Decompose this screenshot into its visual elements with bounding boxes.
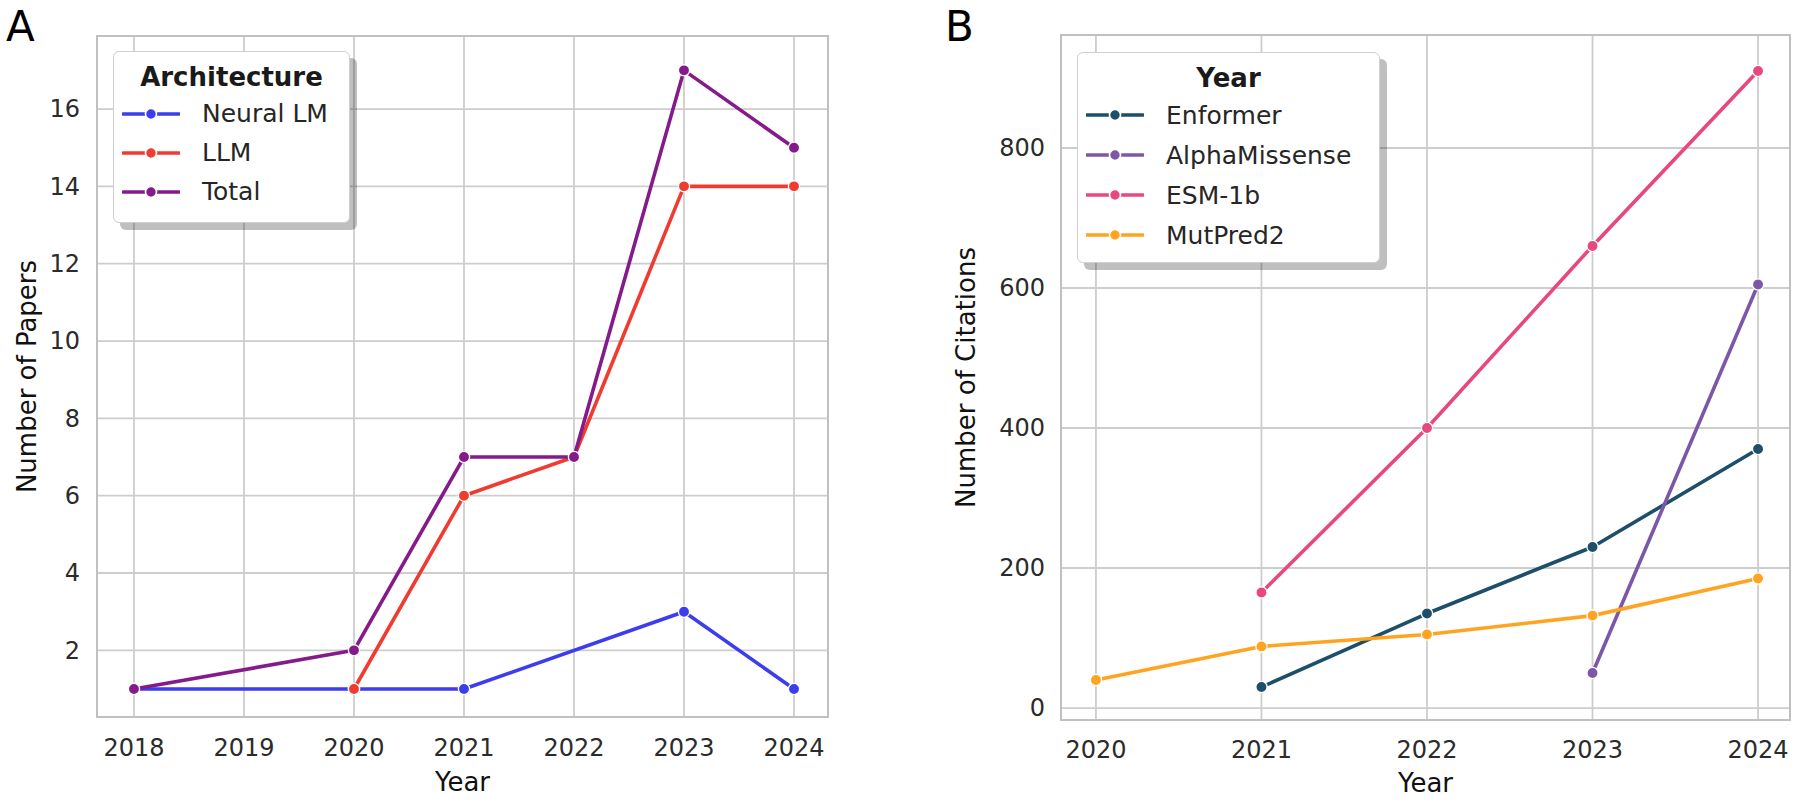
x-tick-label: 2023 [1562,736,1623,764]
legend-marker-dot [146,147,157,158]
legend-entry-label: Total [202,177,260,206]
llm-point [458,490,469,501]
legend-entry-llm: LLM [114,133,349,172]
neural-lm-point [788,683,799,694]
x-tick-label: 2022 [1396,736,1457,764]
legend-marker-dot [146,108,157,119]
total-point [128,683,139,694]
neural-lm-point [678,606,689,617]
mutpred2-point [1256,641,1267,652]
panel-a-legend: Architecture Neural LM LLM Total [113,51,350,223]
panel-b-legend-title: Year [1078,61,1379,95]
y-tick-label: 800 [999,134,1045,162]
y-tick-label: 2 [65,637,80,665]
y-tick-label: 16 [49,95,80,123]
enformer-legend-marker-icon [1086,107,1144,123]
y-tick-label: 0 [1030,694,1045,722]
legend-entry-total: Total [114,172,349,211]
alphamissense-legend-marker-icon [1086,147,1144,163]
legend-entry-label: MutPred2 [1166,221,1285,250]
esm-1b-point [1587,240,1598,251]
x-tick-label: 2019 [213,734,274,762]
alphamissense-line [1593,284,1759,673]
total-legend-marker-icon [122,184,180,200]
legend-entry-label: Neural LM [202,99,328,128]
llm-point [678,181,689,192]
x-tick-label: 2020 [323,734,384,762]
llm-point [348,683,359,694]
x-axis-label: Year [1397,768,1453,798]
esm-1b-point [1752,65,1763,76]
enformer-point [1256,681,1267,692]
x-tick-label: 2023 [653,734,714,762]
enformer-point [1587,541,1598,552]
mutpred2-legend-marker-icon [1086,227,1144,243]
neural-lm-point [458,683,469,694]
mutpred2-point [1752,573,1763,584]
legend-marker-dot [1110,230,1121,241]
legend-entry-label: AlphaMissense [1166,141,1351,170]
total-point [458,451,469,462]
x-tick-label: 2024 [763,734,824,762]
x-tick-label: 2021 [433,734,494,762]
legend-marker-dot [146,186,157,197]
legend-entry-esm-1b: ESM-1b [1078,175,1379,215]
x-tick-label: 2024 [1728,736,1789,764]
legend-entry-label: Enformer [1166,101,1282,130]
y-tick-label: 10 [49,327,80,355]
legend-entry-alphamissense: AlphaMissense [1078,135,1379,175]
legend-entry-neural-lm: Neural LM [114,94,349,133]
mutpred2-point [1090,674,1101,685]
panel-b-legend-entries: Enformer AlphaMissense ESM-1b MutPred2 [1078,95,1379,255]
legend-marker-dot [1110,110,1121,121]
legend-entry-label: ESM-1b [1166,181,1260,210]
legend-entry-enformer: Enformer [1078,95,1379,135]
x-tick-label: 2022 [543,734,604,762]
y-tick-label: 600 [999,274,1045,302]
esm-1b-legend-marker-icon [1086,187,1144,203]
y-axis-label: Number of Papers [12,260,42,493]
llm-point [788,181,799,192]
y-tick-label: 14 [49,173,80,201]
y-tick-label: 12 [49,250,80,278]
panel-b-label: B [945,6,974,48]
legend-marker-dot [1110,190,1121,201]
x-tick-label: 2018 [103,734,164,762]
esm-1b-point [1256,587,1267,598]
legend-entry-mutpred2: MutPred2 [1078,215,1379,255]
y-tick-label: 8 [65,405,80,433]
total-point [568,451,579,462]
y-tick-label: 4 [65,559,80,587]
mutpred2-point [1421,629,1432,640]
total-point [348,645,359,656]
legend-marker-dot [1110,150,1121,161]
panel-a-legend-entries: Neural LM LLM Total [114,94,349,211]
panel-a-label: A [6,6,35,48]
panel-a-legend-title: Architecture [114,60,349,94]
mutpred2-point [1587,610,1598,621]
enformer-point [1421,608,1432,619]
y-tick-label: 6 [65,482,80,510]
neural-lm-legend-marker-icon [122,106,180,122]
y-axis-label: Number of Citations [951,247,981,508]
series-alphamissense [1587,279,1764,679]
two-panel-line-figure: A B 2018 2019 2020 2021 2022 2023 2024 2 4 6 8 10 12… [0,0,1805,807]
alphamissense-point [1752,279,1763,290]
x-axis-label: Year [434,767,490,797]
total-point [678,65,689,76]
panel-b-legend: Year Enformer AlphaMissense ESM-1b MutPred2 [1077,52,1380,263]
alphamissense-point [1587,667,1598,678]
total-point [788,142,799,153]
enformer-point [1752,443,1763,454]
x-tick-label: 2021 [1231,736,1292,764]
legend-entry-label: LLM [202,138,251,167]
llm-legend-marker-icon [122,145,180,161]
x-tick-label: 2020 [1065,736,1126,764]
y-tick-label: 200 [999,554,1045,582]
esm-1b-point [1421,422,1432,433]
y-tick-label: 400 [999,414,1045,442]
